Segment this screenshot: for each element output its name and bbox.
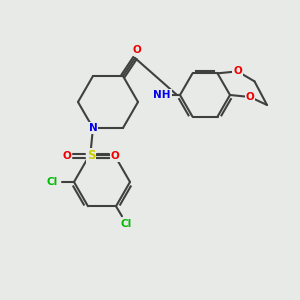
Text: O: O: [233, 66, 242, 76]
Text: O: O: [133, 45, 141, 55]
Text: N: N: [88, 123, 98, 133]
Text: S: S: [87, 149, 95, 163]
Text: O: O: [111, 151, 119, 161]
Text: NH: NH: [153, 90, 171, 100]
Text: Cl: Cl: [120, 219, 132, 229]
Text: O: O: [246, 92, 254, 102]
Text: O: O: [63, 151, 71, 161]
Text: Cl: Cl: [46, 177, 58, 187]
